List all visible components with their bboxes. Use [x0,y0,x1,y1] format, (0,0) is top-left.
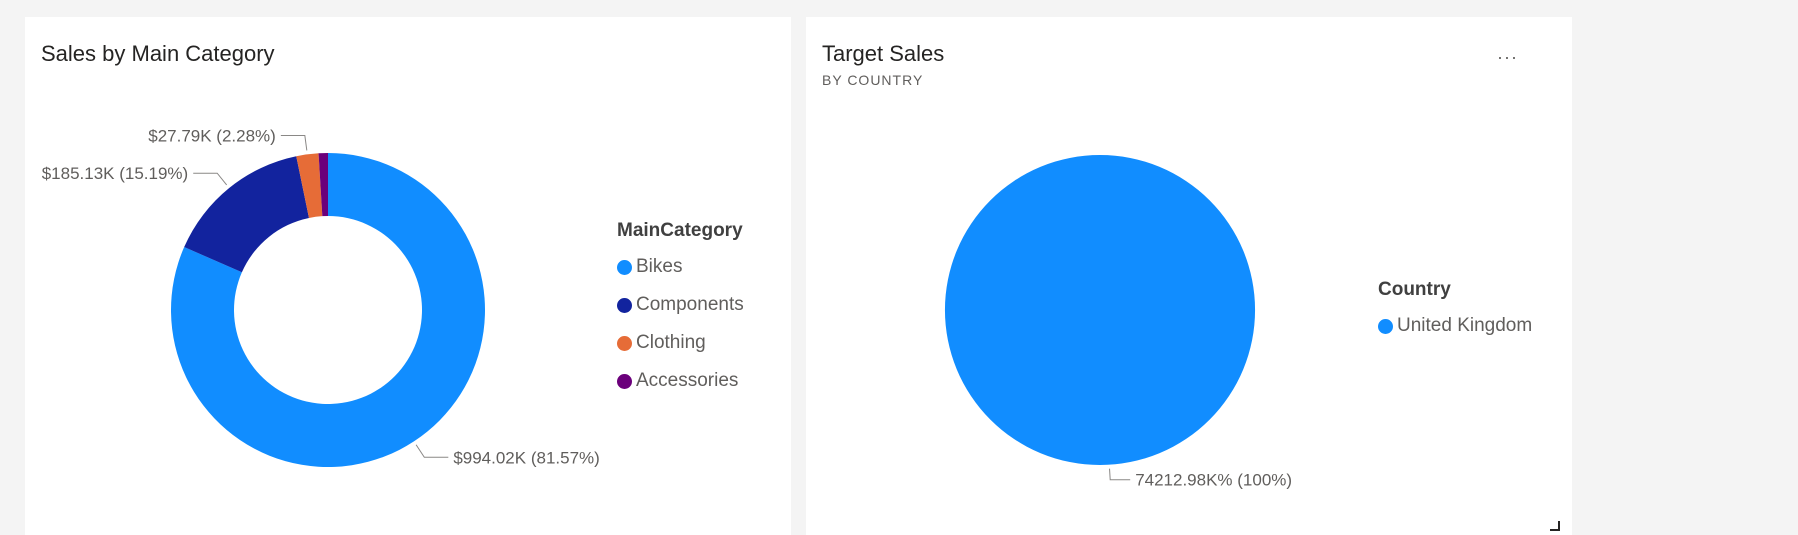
leader-line [416,445,448,458]
legend-title: Country [1378,279,1532,301]
leader-line [281,136,307,151]
data-label: $185.13K (15.19%) [42,164,189,183]
slice-united-kingdom[interactable] [945,155,1255,465]
legend-item[interactable]: Bikes [617,248,744,286]
leader-line [1110,469,1131,480]
legend-marker-icon [617,298,632,313]
data-label: $994.02K (81.57%) [453,448,600,467]
legend-label: Components [636,294,744,316]
legend-marker-icon [617,260,632,275]
target-sales-card[interactable]: Target Sales BY COUNTRY ··· 74212.98K% (… [806,17,1572,535]
legend-label: Clothing [636,332,706,354]
legend-item[interactable]: Clothing [617,324,744,362]
legend-marker-icon [1378,319,1393,334]
legend-item[interactable]: United Kingdom [1378,307,1532,345]
leader-line [193,173,226,185]
pie-chart: 74212.98K% (100%) [806,17,1572,535]
legend-label: Bikes [636,256,682,278]
legend-label: United Kingdom [1397,315,1532,337]
legend-marker-icon [617,374,632,389]
legend: MainCategory Bikes Components Clothing Acce… [617,220,744,400]
legend-item[interactable]: Accessories [617,362,744,400]
sales-by-main-category-card[interactable]: Sales by Main Category $994.02K (81.57%)… [25,17,791,535]
data-label: $27.79K (2.28%) [148,127,276,146]
resize-handle-icon[interactable] [1550,521,1560,531]
legend-title: MainCategory [617,220,744,242]
legend-label: Accessories [636,370,738,392]
legend: Country United Kingdom [1378,279,1532,345]
data-label: 74212.98K% (100%) [1135,471,1292,490]
legend-item[interactable]: Components [617,286,744,324]
legend-marker-icon [617,336,632,351]
